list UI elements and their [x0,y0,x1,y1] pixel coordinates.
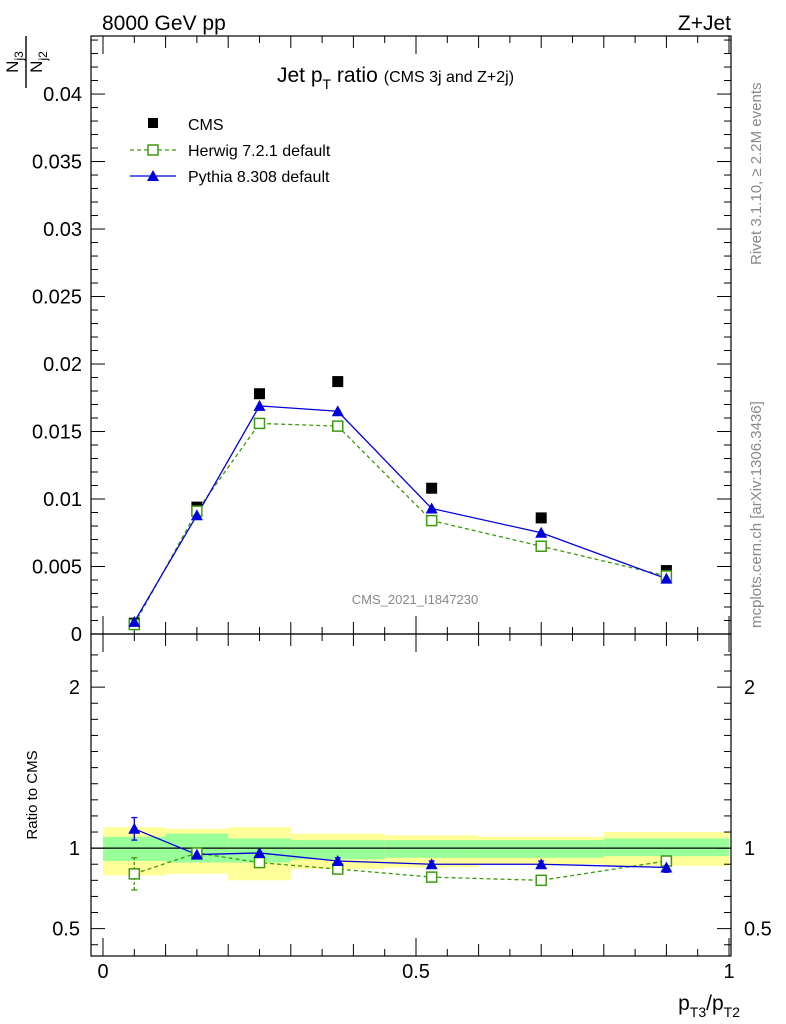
main-ytick-label: 0.015 [32,422,82,444]
legend-pythia-label: Pythia 8.308 default [188,169,330,186]
main-pythia-point [128,615,141,627]
legend-pythia-marker [147,170,159,181]
rivet-version-text: Rivet 3.1.10, ≥ 2.2M events [748,83,765,266]
main-herwig-point [425,514,438,527]
ratio-pythia-point [128,822,141,834]
main-pythia-point [535,526,548,538]
legend-herwig-marker [147,144,159,156]
main-cms-point [254,388,265,400]
ratio-panel: 0.5 0.51 12 2 0 0.5 1 Ratio to CMS pT3/pT2 [24,633,772,1020]
main-pythia-line [133,405,667,623]
header-process: Z+Jet [678,12,731,35]
main-ylabel: Nj3 Nj2 [3,36,50,88]
ratio-ytick-label-left: 1 [69,838,80,860]
main-cms-point [332,376,344,388]
ratio-ylabel: Ratio to CMS [24,750,41,839]
ratio-ytick-label-right: 1 [744,838,755,860]
ratio-band-inner [103,836,166,862]
main-ytick-label: 0.02 [43,354,82,376]
ratio-pythia-point [190,848,203,860]
ratio-ytick-label-left: 2 [69,677,80,699]
ratio-pythia-point [331,855,344,867]
x-axis-label: pT3/pT2 [678,992,740,1020]
ratio-y-axis: 0.5 0.5 1 1 2 2 [52,654,772,946]
main-herwig-point [332,420,344,432]
main-ytick-label: 0.005 [32,557,82,579]
ratio-xtick-label: 0.5 [402,961,430,983]
ylabel-denominator: Nj2 [27,51,50,73]
legend-cms-marker [148,118,158,128]
main-plot-frame [90,35,732,635]
ratio-xtick-label: 1 [723,961,734,983]
main-y-axis: 0 0.005 0.01 0.015 0.02 0.025 0.03 0.035 0.04 [32,39,731,646]
ratio-plot-frame [90,633,732,957]
legend: CMS Herwig 7.2.1 default Pythia 8.308 de… [130,117,331,186]
ratio-ytick-label-right: 0.5 [744,919,772,941]
main-ytick-label: 0.01 [43,489,82,511]
main-pythia-point [660,572,673,584]
ratio-xtick-label: 0 [97,961,108,983]
legend-herwig-label: Herwig 7.2.1 default [188,143,331,160]
main-ytick-label: 0.025 [32,287,82,309]
ratio-ytick-label-left: 0.5 [52,919,80,941]
main-pythia-point [190,509,203,521]
main-herwig-point [253,417,266,430]
ratio-x-axis: 0 0.5 1 [97,634,735,983]
main-cms-point [535,512,547,524]
ratio-band-inner [478,840,604,858]
main-title: Jet pT ratio (CMS 3j and Z+2j) [277,64,514,92]
main-x-axis [102,36,730,634]
main-ytick-label: 0.03 [43,219,82,241]
main-pythia-point [331,405,344,417]
ratio-herwig-point [128,868,141,880]
main-cms-point [426,482,438,494]
header-energy: 8000 GeV pp [102,12,226,35]
ratio-pythia-point [660,861,673,873]
ylabel-numerator: Nj3 [3,51,26,73]
main-ytick-label: 0.035 [32,152,82,174]
ratio-pythia-point [425,858,438,870]
analysis-watermark: CMS_2021_I1847230 [352,592,479,607]
legend-cms-label: CMS [188,117,224,134]
main-series [128,376,673,631]
main-herwig-point [535,540,547,553]
main-panel: Jet pT ratio (CMS 3j and Z+2j) Nj3 Nj2 00… [3,35,732,646]
ratio-herwig-point [253,856,266,869]
ratio-series [128,816,673,891]
main-pythia-point [425,502,438,514]
ratio-band-inner [290,840,385,860]
ratio-herwig-point [425,871,438,883]
main-ytick-label: 0 [71,624,82,646]
ratio-pythia-point [535,858,548,870]
ratio-band-inner [384,840,479,858]
ratio-pythia-point [253,846,266,858]
main-pythia-point [253,399,266,411]
mcplots-reference-text: mcplots.cern.ch [arXiv:1306.3436] [748,401,765,628]
ratio-herwig-point [535,874,547,887]
ratio-ytick-label-right: 2 [744,677,755,699]
main-ytick-label: 0.04 [43,84,82,106]
ratio-band-inner [603,838,729,857]
